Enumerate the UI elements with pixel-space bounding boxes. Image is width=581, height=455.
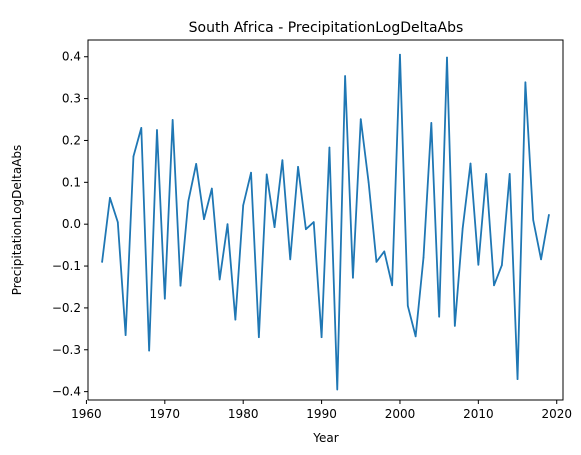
data-point — [391, 284, 393, 287]
data-point — [461, 227, 464, 230]
data-point — [171, 119, 174, 121]
data-point — [540, 258, 542, 261]
y-axis-label: PrecipitationLogDeltaAbs — [10, 145, 24, 296]
data-point — [289, 258, 292, 261]
y-tick-label: 0.2 — [62, 133, 81, 147]
data-point — [195, 163, 197, 165]
x-tick-label: 2020 — [541, 407, 572, 421]
data-point — [265, 173, 268, 176]
data-point — [116, 221, 119, 223]
series-layer — [101, 53, 550, 391]
data-point — [407, 305, 409, 307]
data-point — [164, 297, 166, 300]
y-tick-label: 0.1 — [62, 175, 81, 189]
data-point — [375, 261, 378, 263]
data-point — [430, 122, 433, 124]
data-point — [477, 263, 480, 266]
data-point — [516, 378, 519, 380]
x-axis-label: Year — [312, 431, 338, 445]
data-point — [148, 349, 150, 352]
data-point — [124, 334, 127, 336]
data-point — [493, 284, 495, 287]
y-tick-label: 0.0 — [62, 217, 81, 231]
data-point — [242, 204, 244, 207]
data-point — [218, 278, 221, 281]
y-tick-label: −0.2 — [52, 301, 81, 315]
y-tick-label: 0.4 — [62, 50, 81, 64]
y-tick-label: −0.4 — [52, 385, 81, 399]
series-line — [101, 53, 550, 391]
data-point — [234, 318, 237, 321]
x-tick-label: 1960 — [71, 407, 102, 421]
data-point — [101, 261, 103, 263]
data-point — [359, 118, 362, 120]
data-point — [281, 159, 284, 161]
data-point — [383, 250, 386, 253]
plot-frame — [87, 39, 564, 401]
data-point — [469, 162, 472, 165]
plot-axes: 1960 1970 1980 1990 2000 2010 2020 −0.4 −0.3 −0.2… — [52, 50, 572, 421]
x-tick-label: 1990 — [306, 407, 337, 421]
data-point — [297, 166, 299, 168]
data-point — [532, 219, 535, 221]
x-tick-label: 2010 — [463, 407, 494, 421]
x-tick-label: 2000 — [385, 407, 416, 421]
data-point — [109, 197, 111, 199]
data-point — [211, 187, 213, 190]
data-point — [508, 173, 511, 175]
data-point — [187, 200, 190, 202]
data-point — [438, 315, 440, 318]
data-point — [179, 284, 182, 287]
data-point — [414, 335, 417, 338]
data-point — [140, 127, 143, 129]
y-tick-label: 0.3 — [62, 92, 81, 106]
data-point — [203, 218, 205, 220]
data-point — [367, 181, 370, 184]
data-point — [446, 56, 448, 59]
data-point — [344, 75, 346, 77]
data-point — [548, 214, 550, 216]
data-point — [352, 276, 354, 279]
data-point — [250, 171, 252, 174]
data-point — [273, 226, 276, 228]
data-point — [156, 129, 158, 131]
data-point — [399, 53, 401, 56]
data-point — [524, 81, 527, 84]
data-point — [226, 223, 229, 225]
data-point — [485, 173, 487, 175]
y-tick-label: −0.1 — [52, 259, 81, 273]
chart-title: South Africa - PrecipitationLogDeltaAbs — [189, 20, 464, 36]
data-point — [454, 325, 456, 327]
data-point — [132, 155, 135, 158]
data-point — [422, 256, 425, 259]
data-point — [501, 264, 503, 267]
data-point — [258, 336, 260, 339]
data-point — [336, 388, 339, 391]
y-tick-label: −0.3 — [52, 343, 81, 357]
data-point — [328, 146, 331, 149]
x-tick-label: 1970 — [150, 407, 181, 421]
data-point — [312, 221, 315, 223]
x-tick-label: 1980 — [228, 407, 259, 421]
data-point — [320, 336, 323, 339]
data-point — [305, 228, 307, 231]
